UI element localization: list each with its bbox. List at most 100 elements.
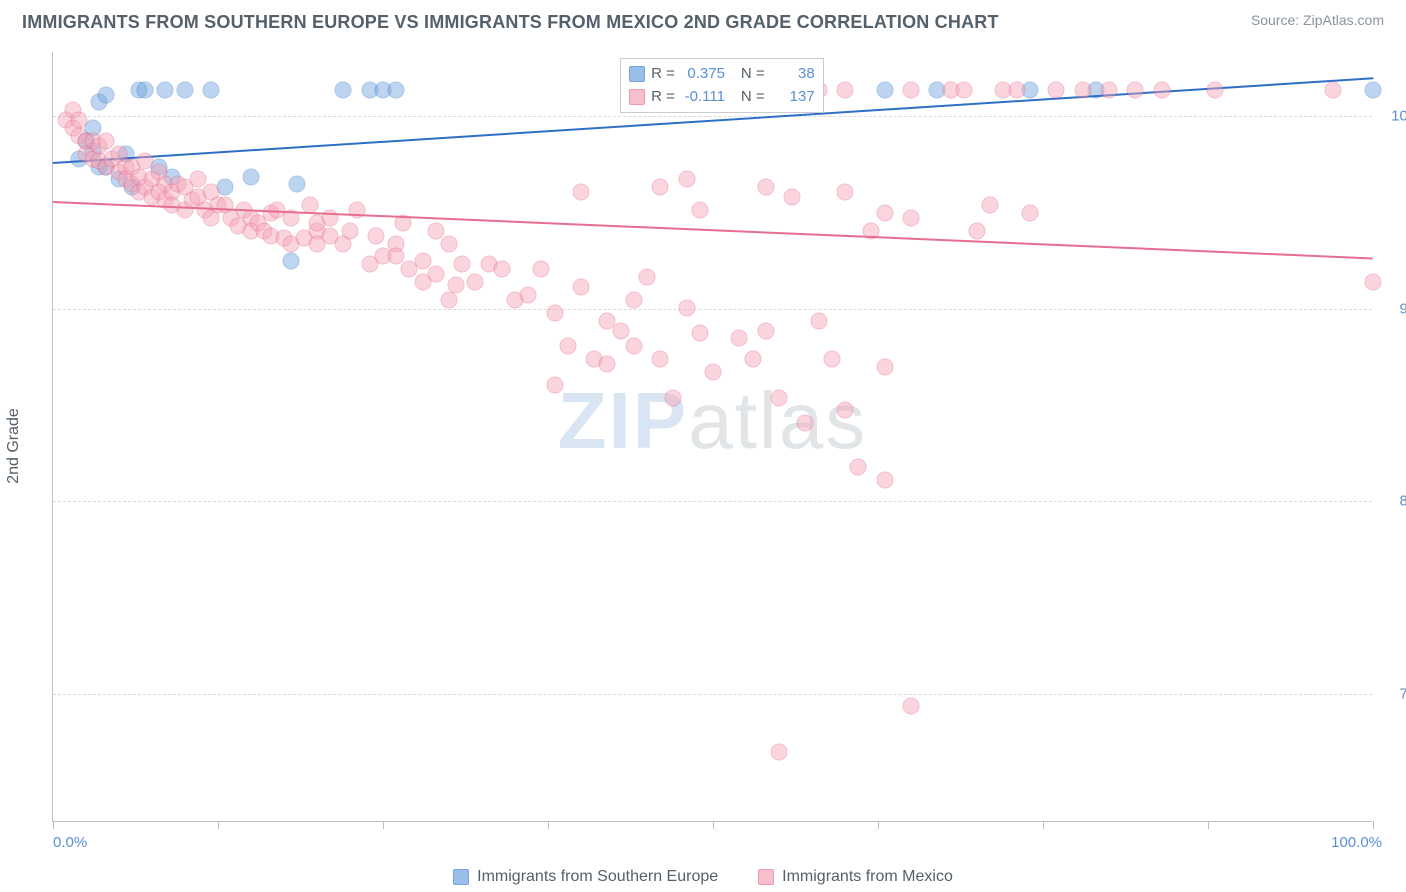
watermark: ZIPatlas bbox=[558, 375, 867, 467]
data-point-mexico bbox=[427, 266, 444, 283]
ytick-label: 85.0% bbox=[1382, 493, 1406, 510]
data-point-mexico bbox=[573, 184, 590, 201]
gridline bbox=[53, 501, 1372, 502]
data-point-mexico bbox=[573, 279, 590, 296]
data-point-europe bbox=[289, 176, 306, 193]
xtick bbox=[713, 821, 714, 829]
data-point-mexico bbox=[810, 312, 827, 329]
bottom-legend: Immigrants from Southern Europe Immigran… bbox=[0, 868, 1406, 886]
data-point-mexico bbox=[368, 227, 385, 244]
stats-row-europe: R =0.375N =38 bbox=[629, 63, 815, 86]
data-point-mexico bbox=[665, 389, 682, 406]
data-point-mexico bbox=[823, 351, 840, 368]
data-point-mexico bbox=[757, 179, 774, 196]
data-point-mexico bbox=[744, 351, 761, 368]
data-point-mexico bbox=[546, 376, 563, 393]
data-point-mexico bbox=[625, 338, 642, 355]
stats-swatch-europe bbox=[629, 66, 645, 82]
data-point-mexico bbox=[493, 261, 510, 278]
data-point-europe bbox=[137, 81, 154, 98]
stats-r-value-mexico: -0.111 bbox=[681, 86, 725, 109]
xtick bbox=[548, 821, 549, 829]
stats-r-label: R = bbox=[651, 86, 675, 109]
data-point-europe bbox=[1365, 81, 1382, 98]
chart-title: IMMIGRANTS FROM SOUTHERN EUROPE VS IMMIG… bbox=[22, 12, 999, 33]
legend-swatch-europe bbox=[453, 869, 469, 885]
data-point-mexico bbox=[1021, 204, 1038, 221]
legend-label-europe: Immigrants from Southern Europe bbox=[477, 868, 718, 886]
data-point-mexico bbox=[1206, 81, 1223, 98]
xtick bbox=[1208, 821, 1209, 829]
data-point-mexico bbox=[797, 415, 814, 432]
data-point-mexico bbox=[771, 743, 788, 760]
data-point-europe bbox=[388, 81, 405, 98]
y-axis-label: 2nd Grade bbox=[5, 408, 23, 484]
stats-n-label: N = bbox=[741, 86, 765, 109]
xtick bbox=[383, 821, 384, 829]
data-point-mexico bbox=[850, 458, 867, 475]
gridline bbox=[53, 309, 1372, 310]
data-point-europe bbox=[876, 81, 893, 98]
data-point-mexico bbox=[1074, 81, 1091, 98]
data-point-mexico bbox=[903, 697, 920, 714]
plot-area: ZIPatlas 0.0% 100.0% 77.5%85.0%92.5%100.… bbox=[52, 52, 1372, 822]
x-axis-min-label: 0.0% bbox=[53, 834, 87, 851]
data-point-mexico bbox=[784, 189, 801, 206]
data-point-mexico bbox=[1325, 81, 1342, 98]
data-point-mexico bbox=[1365, 274, 1382, 291]
data-point-mexico bbox=[678, 299, 695, 316]
data-point-mexico bbox=[533, 261, 550, 278]
xtick bbox=[878, 821, 879, 829]
data-point-mexico bbox=[876, 358, 893, 375]
data-point-mexico bbox=[1127, 81, 1144, 98]
data-point-mexico bbox=[454, 256, 471, 273]
data-point-mexico bbox=[837, 184, 854, 201]
data-point-mexico bbox=[876, 471, 893, 488]
data-point-mexico bbox=[612, 322, 629, 339]
data-point-mexico bbox=[678, 171, 695, 188]
data-point-mexico bbox=[546, 304, 563, 321]
xtick bbox=[53, 821, 54, 829]
stats-r-label: R = bbox=[651, 63, 675, 86]
data-point-europe bbox=[243, 168, 260, 185]
data-point-mexico bbox=[414, 253, 431, 270]
gridline bbox=[53, 694, 1372, 695]
data-point-mexico bbox=[97, 132, 114, 149]
stats-n-value-europe: 38 bbox=[771, 63, 815, 86]
data-point-mexico bbox=[771, 389, 788, 406]
stats-swatch-mexico bbox=[629, 89, 645, 105]
data-point-europe bbox=[203, 81, 220, 98]
data-point-mexico bbox=[652, 351, 669, 368]
xtick bbox=[1043, 821, 1044, 829]
data-point-mexico bbox=[955, 81, 972, 98]
data-point-mexico bbox=[1153, 81, 1170, 98]
ytick-label: 92.5% bbox=[1382, 300, 1406, 317]
stats-legend-box: R =0.375N =38R =-0.111N =137 bbox=[620, 58, 824, 113]
legend-item-europe: Immigrants from Southern Europe bbox=[453, 868, 718, 886]
legend-item-mexico: Immigrants from Mexico bbox=[758, 868, 953, 886]
data-point-mexico bbox=[599, 356, 616, 373]
data-point-mexico bbox=[691, 325, 708, 342]
xtick bbox=[1373, 821, 1374, 829]
x-axis-max-label: 100.0% bbox=[1331, 834, 1382, 851]
data-point-mexico bbox=[969, 222, 986, 239]
data-point-mexico bbox=[625, 291, 642, 308]
data-point-mexico bbox=[903, 81, 920, 98]
data-point-mexico bbox=[1048, 81, 1065, 98]
stats-n-label: N = bbox=[741, 63, 765, 86]
data-point-mexico bbox=[467, 274, 484, 291]
data-point-mexico bbox=[639, 268, 656, 285]
data-point-mexico bbox=[342, 222, 359, 239]
source-label: Source: ZipAtlas.com bbox=[1251, 12, 1384, 28]
data-point-europe bbox=[282, 253, 299, 270]
data-point-mexico bbox=[190, 171, 207, 188]
data-point-mexico bbox=[705, 363, 722, 380]
data-point-mexico bbox=[71, 112, 88, 129]
data-point-mexico bbox=[427, 222, 444, 239]
data-point-mexico bbox=[837, 402, 854, 419]
data-point-mexico bbox=[757, 322, 774, 339]
gridline bbox=[53, 116, 1372, 117]
data-point-mexico bbox=[447, 276, 464, 293]
data-point-mexico bbox=[982, 197, 999, 214]
data-point-mexico bbox=[1008, 81, 1025, 98]
